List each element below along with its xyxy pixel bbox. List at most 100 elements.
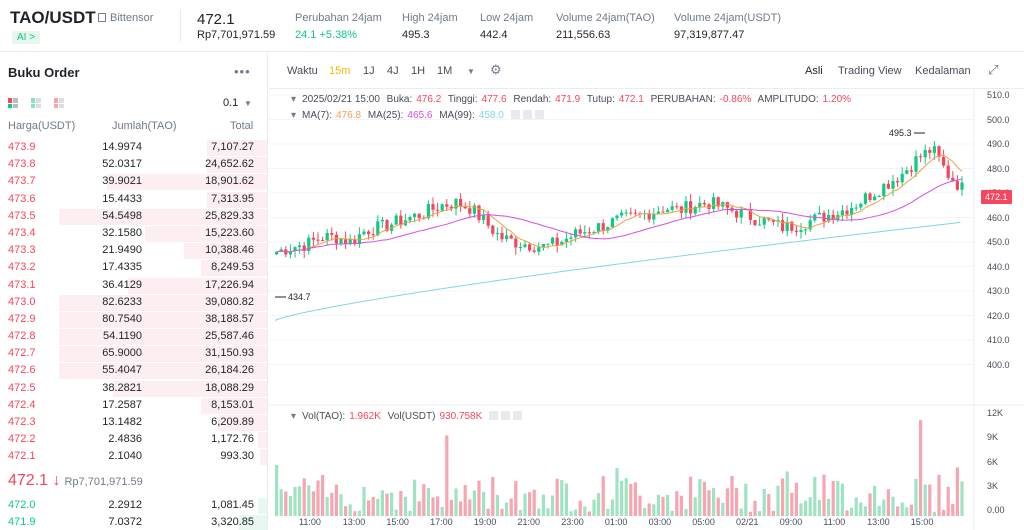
collapse-icon[interactable]: ▾ [291, 411, 297, 422]
row-price: 473.5 [8, 209, 36, 222]
row-price: 472.4 [8, 398, 36, 411]
asks-row[interactable]: 472.2 2.4836 1,172.76 [0, 431, 267, 449]
candlestick-chart[interactable]: 495.3 434.7 [269, 53, 1024, 530]
row-price: 473.4 [8, 226, 36, 239]
svg-text:495.3: 495.3 [889, 128, 912, 138]
mid-price[interactable]: 472.1 ↓ Rp7,701,971.59 [8, 472, 143, 490]
row-price: 472.1 [8, 450, 36, 463]
asks-row[interactable]: 473.5 54.5498 25,829.33 [0, 208, 267, 225]
stat-value: 495.3 [402, 29, 430, 41]
ticker-header: TAO/USDT Bittensor AI > 472.1 Rp7,701,97… [0, 0, 1024, 52]
order-book-panel: Buku Order ••• 0.1 ▼ Harga(USDT) Jumlah(… [0, 53, 268, 530]
settings-gear-icon[interactable]: ⚙ [490, 62, 502, 77]
row-amount: 17.2587 [102, 398, 142, 411]
asks-row[interactable]: 473.8 52.0317 24,652.62 [0, 156, 267, 174]
pair-name[interactable]: TAO/USDT [10, 8, 96, 27]
eye-icon[interactable] [489, 411, 499, 420]
stat-label: Perubahan 24jam [295, 12, 382, 24]
high-value: 477.6 [481, 94, 507, 105]
depth-bar [127, 277, 267, 294]
row-price: 473.7 [8, 175, 36, 188]
bids-row[interactable]: 471.9 7.0372 3,320.85 [0, 514, 267, 530]
interval-more-icon[interactable]: ▼ [467, 67, 475, 76]
row-price: 472.6 [8, 364, 36, 377]
row-total: 26,184.26 [205, 364, 254, 377]
interval-4j[interactable]: 4J [387, 65, 399, 77]
settings-icon[interactable] [522, 110, 532, 119]
interval-1m[interactable]: 1M [437, 65, 453, 77]
chart-toolbar: Waktu 15m 1J 4J 1H 1M ▼ ⚙ Asli Trading V… [269, 53, 1024, 89]
vol-tao-label: Vol(TAO): [302, 411, 346, 422]
bids-row[interactable]: 472.0 2.2912 1,081.45 [0, 497, 267, 514]
price-tick: 510.0 [987, 90, 1010, 100]
volume-tick: 9K [987, 432, 999, 443]
asks-row[interactable]: 472.3 13.1482 6,209.89 [0, 414, 267, 431]
view-depth[interactable]: Kedalaman [915, 65, 971, 77]
row-total: 18,901.62 [205, 175, 254, 188]
collapse-icon[interactable]: ▾ [291, 110, 297, 121]
row-amount: 36.4129 [102, 278, 142, 291]
more-dots-icon[interactable]: ••• [234, 64, 251, 79]
asks-row[interactable]: 472.7 65.9000 31,150.93 [0, 345, 267, 363]
collapse-icon[interactable]: ▾ [291, 94, 297, 105]
depth-bar [113, 380, 267, 397]
asks-row[interactable]: 473.7 39.9021 18,901.62 [0, 173, 267, 191]
time-tick: 19:00 [473, 517, 497, 527]
open-label: Buka: [386, 94, 413, 105]
asks-row[interactable]: 473.2 17.4335 8,249.53 [0, 259, 267, 277]
depth-bar [58, 311, 267, 328]
row-price: 472.9 [8, 312, 36, 325]
row-total: 1,172.76 [211, 433, 254, 446]
view-trading-view[interactable]: Trading View [838, 65, 902, 77]
mid-price-value: 472.1 ↓ [8, 472, 61, 489]
low-label: Rendah: [513, 94, 552, 105]
tick-size-select[interactable]: 0.1 [223, 97, 239, 109]
row-price: 472.0 [8, 499, 36, 511]
price-tick: 420.0 [987, 310, 1010, 321]
interval-15m[interactable]: 15m [329, 65, 351, 77]
last-price: 472.1 [197, 11, 235, 28]
asks-row[interactable]: 473.4 32.1580 15,223.60 [0, 225, 267, 242]
asks-row[interactable]: 473.1 36.4129 17,226.94 [0, 277, 267, 294]
pair-selector[interactable]: TAO/USDT [10, 8, 96, 28]
close-icon[interactable] [534, 110, 544, 119]
asks-row[interactable]: 472.6 55.4047 26,184.26 [0, 362, 267, 380]
asks-row[interactable]: 472.4 17.2587 8,153.01 [0, 397, 267, 414]
asks-row[interactable]: 472.1 2.1040 993.30 [0, 448, 267, 466]
caret-down-icon[interactable]: ▼ [244, 99, 252, 108]
close-value: 472.1 [618, 94, 644, 105]
ai-badge[interactable]: AI > [12, 31, 41, 44]
asks-row[interactable]: 472.8 54.1190 25,587.46 [0, 328, 267, 346]
close-icon[interactable] [513, 411, 523, 420]
row-amount: 54.5498 [102, 209, 142, 222]
asks-row[interactable]: 472.9 80.7540 38,188.57 [0, 311, 267, 328]
eye-icon[interactable] [510, 110, 520, 119]
volume-tick: 12K [987, 408, 1004, 418]
view-asli[interactable]: Asli [805, 65, 823, 77]
project-link[interactable]: Bittensor [98, 12, 153, 24]
settings-icon[interactable] [501, 411, 511, 420]
view-bids-icon[interactable] [31, 98, 41, 108]
depth-bar [259, 449, 267, 466]
view-both-icon[interactable] [8, 98, 18, 108]
asks-row[interactable]: 472.5 38.2821 18,088.29 [0, 380, 267, 397]
volume-tick: 0.00 [987, 505, 1005, 516]
row-total: 3,320.85 [211, 516, 254, 529]
time-tick: 21:00 [517, 517, 541, 527]
asks-row[interactable]: 473.6 15.4433 7,313.95 [0, 191, 267, 208]
asks-row[interactable]: 473.0 82.6233 39,080.82 [0, 294, 267, 311]
row-total: 17,226.94 [205, 278, 254, 291]
view-asks-icon[interactable] [54, 98, 64, 108]
asks-row[interactable]: 473.3 21.9490 10,388.46 [0, 242, 267, 260]
stat-value: 97,319,877.47 [674, 29, 745, 41]
vol-usdt-value: 930.758K [439, 411, 483, 422]
price-tick: 500.0 [987, 114, 1010, 125]
depth-bar [201, 397, 267, 414]
time-tick: 02/21 [736, 517, 759, 527]
interval-1j[interactable]: 1J [363, 65, 375, 77]
asks-row[interactable]: 473.9 14.9974 7,107.27 [0, 139, 267, 156]
row-total: 7,107.27 [211, 141, 254, 153]
fullscreen-icon[interactable]: ⤢ [988, 62, 999, 77]
interval-1h[interactable]: 1H [411, 65, 426, 77]
depth-bar [257, 498, 267, 514]
